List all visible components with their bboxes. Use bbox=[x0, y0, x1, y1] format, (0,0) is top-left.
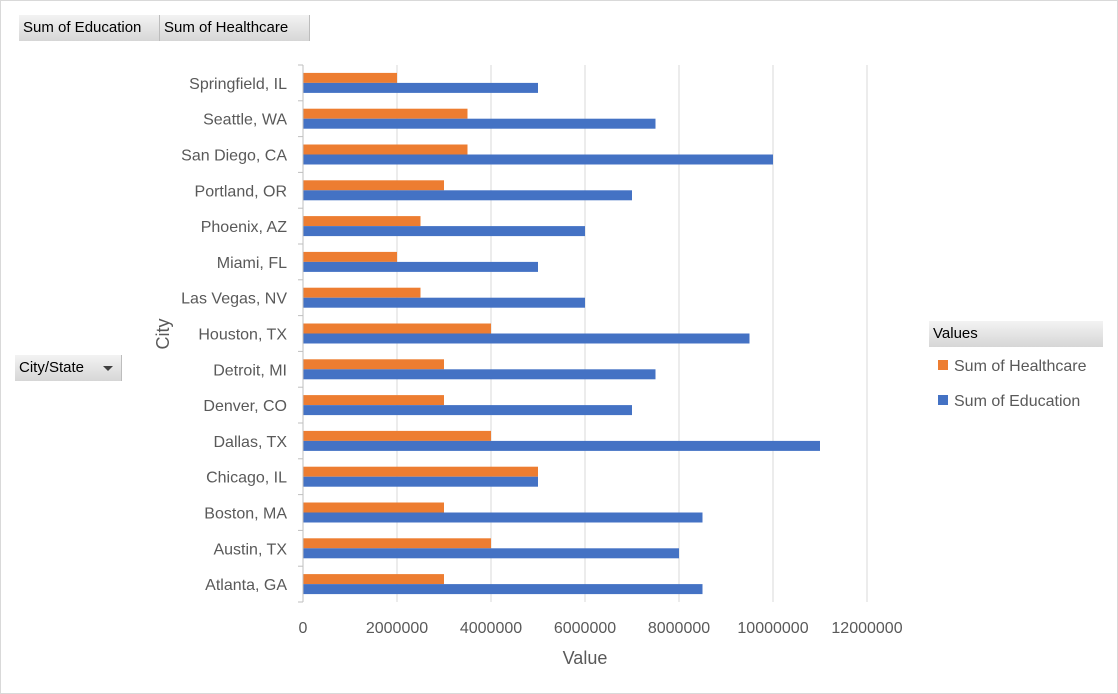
y-category-label: Miami, FL bbox=[217, 255, 287, 272]
bar-education-detroit-mi[interactable] bbox=[303, 369, 656, 380]
y-category-label: San Diego, CA bbox=[181, 148, 287, 165]
bar-education-las-vegas-nv[interactable] bbox=[303, 297, 585, 308]
bar-healthcare-springfield-il[interactable] bbox=[303, 72, 397, 83]
y-category-label: Portland, OR bbox=[195, 183, 287, 200]
y-category-label: Las Vegas, NV bbox=[181, 291, 287, 308]
bars bbox=[303, 72, 820, 595]
y-category-label: Atlanta, GA bbox=[205, 577, 287, 594]
legend-item-education[interactable]: Sum of Education bbox=[938, 392, 1080, 412]
bar-education-springfield-il[interactable] bbox=[303, 82, 538, 93]
bar-healthcare-miami-fl[interactable] bbox=[303, 251, 397, 262]
bar-healthcare-denver-co[interactable] bbox=[303, 395, 444, 406]
legend-swatch-healthcare bbox=[938, 360, 948, 370]
y-category-label: Chicago, IL bbox=[206, 470, 287, 487]
y-category-label: Denver, CO bbox=[203, 398, 287, 415]
x-tick-label: 10000000 bbox=[737, 620, 808, 637]
bar-healthcare-seattle-wa[interactable] bbox=[303, 108, 468, 119]
bar-education-phoenix-az[interactable] bbox=[303, 226, 585, 237]
legend-item-healthcare[interactable]: Sum of Healthcare bbox=[938, 357, 1087, 377]
legend-label-education: Sum of Education bbox=[954, 393, 1081, 410]
legend-label-healthcare: Sum of Healthcare bbox=[954, 358, 1087, 375]
y-category-label: Austin, TX bbox=[213, 541, 287, 558]
bar-healthcare-houston-tx[interactable] bbox=[303, 323, 491, 334]
legend-swatch-education bbox=[938, 395, 948, 405]
field-button-sum-of-healthcare[interactable]: Sum of Healthcare bbox=[160, 15, 310, 41]
x-tick-label: 2000000 bbox=[366, 620, 428, 637]
bar-education-denver-co[interactable] bbox=[303, 405, 632, 416]
y-category-label: Boston, MA bbox=[204, 506, 287, 523]
field-button-city-state[interactable]: City/State bbox=[15, 355, 122, 381]
y-category-label: Houston, TX bbox=[198, 327, 287, 344]
legend-title[interactable]: Values bbox=[929, 321, 1103, 347]
bar-healthcare-boston-ma[interactable] bbox=[303, 502, 444, 513]
labels: 0 2000000 4000000 6000000 8000000 10000000 120… bbox=[181, 76, 903, 637]
y-axis-title: City bbox=[153, 319, 173, 350]
bar-education-austin-tx[interactable] bbox=[303, 548, 679, 559]
bar-education-san-diego-ca[interactable] bbox=[303, 154, 773, 165]
field-button-sum-of-education[interactable]: Sum of Education bbox=[19, 15, 160, 41]
bar-healthcare-atlanta-ga[interactable] bbox=[303, 574, 444, 585]
bar-healthcare-las-vegas-nv[interactable] bbox=[303, 287, 421, 298]
y-category-label: Springfield, IL bbox=[189, 76, 287, 93]
bar-healthcare-san-diego-ca[interactable] bbox=[303, 144, 468, 155]
dropdown-arrow-icon[interactable] bbox=[103, 366, 113, 371]
y-category-label: Phoenix, AZ bbox=[201, 219, 288, 236]
x-tick-label: 4000000 bbox=[460, 620, 522, 637]
y-category-label: Dallas, TX bbox=[213, 434, 287, 451]
bar-healthcare-dallas-tx[interactable] bbox=[303, 430, 491, 441]
x-tick-label: 12000000 bbox=[831, 620, 902, 637]
bar-healthcare-phoenix-az[interactable] bbox=[303, 216, 421, 227]
x-axis-title: Value bbox=[563, 648, 608, 668]
y-category-label: Detroit, MI bbox=[213, 362, 287, 379]
bar-healthcare-chicago-il[interactable] bbox=[303, 466, 538, 477]
axes bbox=[298, 64, 304, 603]
bar-education-boston-ma[interactable] bbox=[303, 512, 703, 523]
bar-education-houston-tx[interactable] bbox=[303, 333, 750, 344]
field-button-city-state-label: City/State bbox=[19, 359, 85, 376]
bar-education-chicago-il[interactable] bbox=[303, 476, 538, 487]
bar-healthcare-detroit-mi[interactable] bbox=[303, 359, 444, 370]
bar-education-seattle-wa[interactable] bbox=[303, 118, 656, 129]
bar-healthcare-portland-or[interactable] bbox=[303, 180, 444, 191]
x-tick-label: 6000000 bbox=[554, 620, 616, 637]
bar-education-miami-fl[interactable] bbox=[303, 261, 538, 272]
x-tick-label: 0 bbox=[299, 620, 308, 637]
x-tick-label: 8000000 bbox=[648, 620, 710, 637]
bar-education-dallas-tx[interactable] bbox=[303, 440, 820, 451]
bar-education-atlanta-ga[interactable] bbox=[303, 584, 703, 595]
bar-healthcare-austin-tx[interactable] bbox=[303, 538, 491, 549]
y-category-label: Seattle, WA bbox=[203, 112, 287, 129]
bar-education-portland-or[interactable] bbox=[303, 190, 632, 201]
